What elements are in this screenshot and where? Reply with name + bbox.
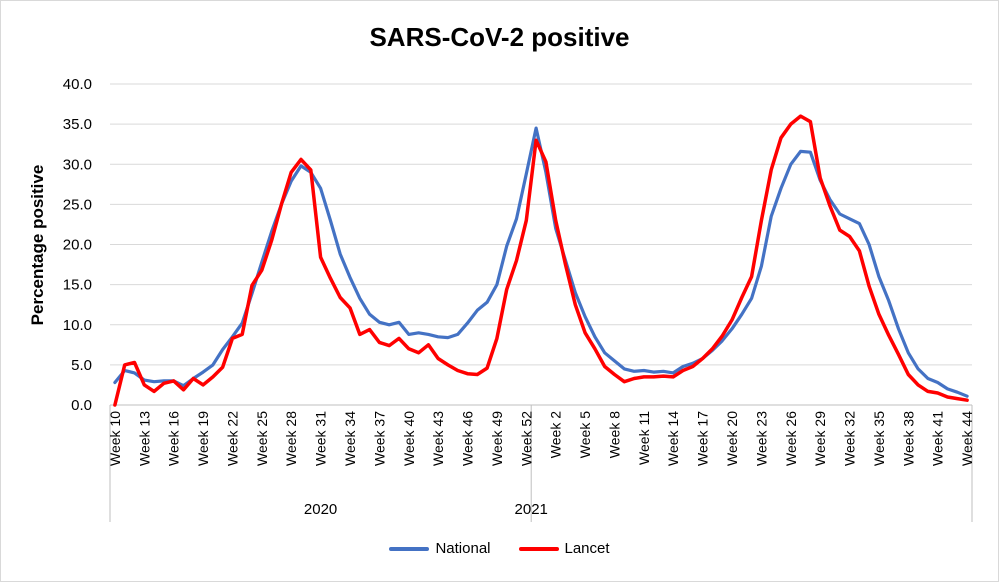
- x-tick-label: Week 29: [812, 411, 828, 466]
- y-tick-label: 30.0: [63, 156, 92, 173]
- x-tick-label: Week 10: [107, 411, 123, 466]
- x-tick-label: Week 14: [665, 411, 681, 466]
- legend-label-national: National: [435, 540, 491, 557]
- x-tick-label: Week 16: [166, 411, 182, 466]
- y-tick-label: 40.0: [63, 76, 92, 93]
- x-tick-label: Week 37: [371, 411, 387, 466]
- legend: National Lancet: [0, 540, 999, 557]
- gridlines: [110, 83, 972, 366]
- series-line-lancet: [113, 114, 969, 407]
- x-tick-label: Week 34: [342, 411, 358, 466]
- series-lines: [113, 114, 969, 407]
- x-tick-label: Week 5: [577, 411, 593, 458]
- chart-title: SARS-CoV-2 positive: [369, 22, 630, 52]
- x-tick-label: Week 32: [842, 411, 858, 466]
- x-tick-label: Week 28: [283, 411, 299, 466]
- x-tick-label: Week 13: [136, 411, 152, 466]
- x-tick-label: Week 49: [489, 411, 505, 466]
- x-tick-label: Week 19: [195, 411, 211, 466]
- y-tick-label: 20.0: [63, 237, 92, 254]
- x-tick-label: Week 40: [401, 411, 417, 466]
- y-axis-label: Percentage positive: [28, 165, 47, 326]
- y-tick-label: 15.0: [63, 277, 92, 294]
- x-tick-label: Week 35: [871, 411, 887, 466]
- legend-item-national: National: [389, 540, 491, 557]
- legend-item-lancet: Lancet: [518, 540, 610, 557]
- y-axis-ticks: 0.0 5.0 10.0 15.0 20.0 25.0 30.0 35.0 40.0: [63, 76, 92, 414]
- legend-swatch-national: [389, 546, 430, 551]
- x-tick-label: Week 46: [460, 411, 476, 466]
- x-tick-label: Week 11: [636, 411, 652, 465]
- x-tick-label: Week 52: [518, 411, 534, 466]
- legend-label-lancet: Lancet: [564, 540, 610, 557]
- y-tick-label: 10.0: [63, 317, 92, 334]
- y-tick-label: 0.0: [71, 397, 92, 414]
- y-tick-label: 5.0: [71, 357, 92, 374]
- x-tick-label: Week 17: [695, 411, 711, 466]
- y-tick-label: 35.0: [63, 116, 92, 133]
- year-group-label: 2020: [304, 501, 337, 518]
- x-tick-label: Week 44: [959, 411, 975, 466]
- x-tick-label: Week 2: [548, 411, 564, 458]
- x-tick-label: Week 23: [753, 411, 769, 466]
- x-tick-label: Week 25: [254, 411, 270, 466]
- x-tick-label: Week 22: [224, 411, 240, 466]
- year-group-label: 2021: [515, 501, 548, 518]
- x-axis: Week 10 Week 13 Week 16 Week 19 Week 22 Week …: [107, 404, 975, 522]
- x-tick-label: Week 20: [724, 411, 740, 466]
- x-tick-label: Week 41: [930, 411, 946, 466]
- legend-swatch-lancet: [518, 546, 559, 551]
- x-tick-label: Week 8: [606, 411, 622, 458]
- x-tick-label: Week 38: [900, 411, 916, 466]
- x-tick-label: Week 43: [430, 411, 446, 466]
- x-tick-label: Week 31: [313, 411, 329, 466]
- x-tick-label: Week 26: [783, 411, 799, 466]
- series-line-national: [113, 126, 969, 398]
- y-tick-label: 25.0: [63, 196, 92, 213]
